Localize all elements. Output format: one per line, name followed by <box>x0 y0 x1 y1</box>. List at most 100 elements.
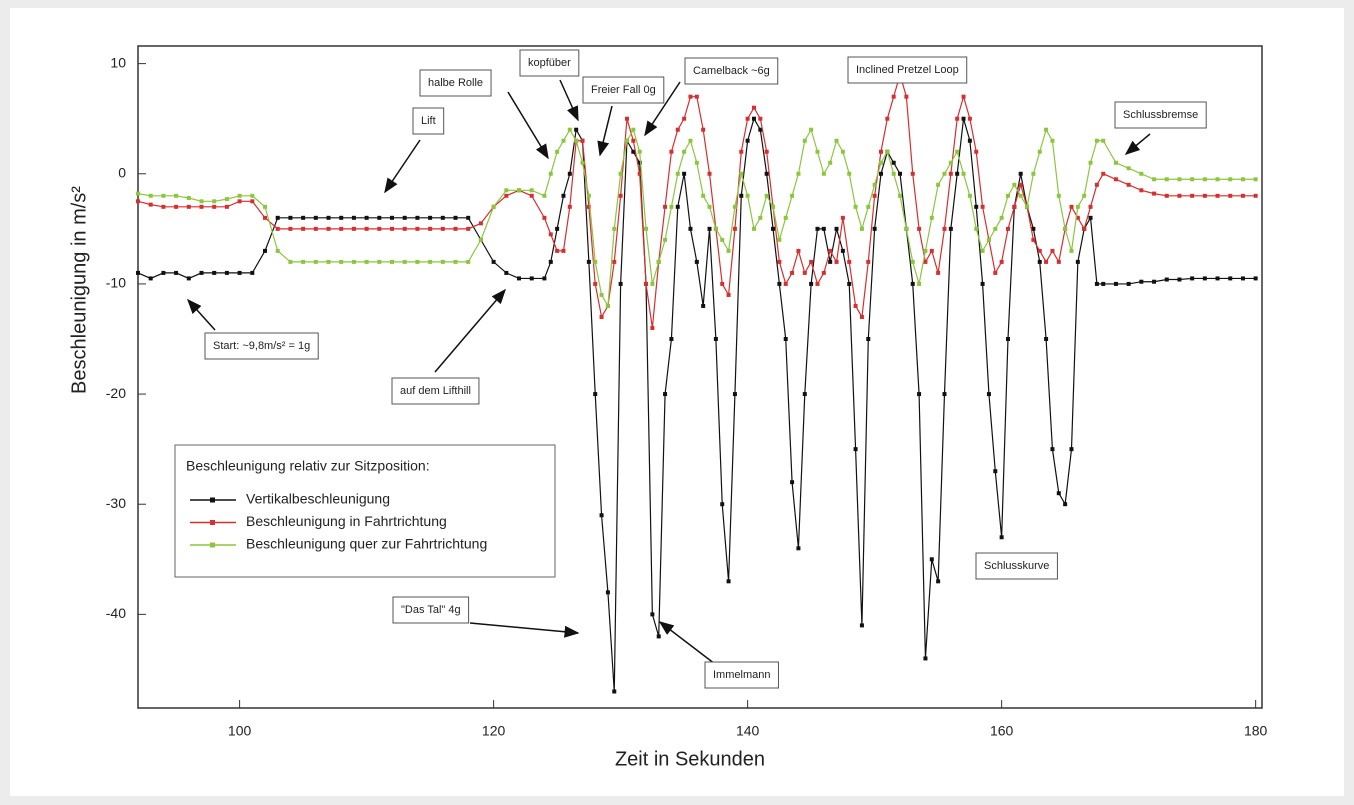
point <box>148 202 153 207</box>
point <box>1056 193 1061 198</box>
point <box>402 259 407 264</box>
point <box>993 469 998 474</box>
point <box>910 171 915 176</box>
point <box>872 182 877 187</box>
legend-box <box>174 444 556 578</box>
point <box>891 171 896 176</box>
point <box>504 188 509 193</box>
point <box>980 248 985 253</box>
point <box>624 116 629 121</box>
point <box>942 226 947 231</box>
point <box>637 160 642 165</box>
point <box>415 226 420 231</box>
annotation-box <box>704 661 779 689</box>
point <box>802 138 807 143</box>
annotation: Schlussbremse <box>1123 109 1198 121</box>
point <box>872 226 877 231</box>
point <box>440 215 445 220</box>
point <box>732 392 737 397</box>
point <box>1228 193 1233 198</box>
point <box>1177 177 1182 182</box>
point <box>1240 177 1245 182</box>
point <box>637 149 642 154</box>
point <box>561 193 566 198</box>
annotation-arrow <box>1124 133 1151 155</box>
point <box>1075 215 1080 220</box>
point <box>980 281 985 286</box>
point <box>1215 276 1220 281</box>
point <box>986 237 991 242</box>
point <box>1139 188 1144 193</box>
x-tick-label: 160 <box>990 723 1014 739</box>
point <box>783 336 788 341</box>
point <box>713 226 718 231</box>
point <box>1088 160 1093 165</box>
point <box>1190 276 1195 281</box>
point <box>891 160 896 165</box>
point <box>783 215 788 220</box>
annotation-box <box>582 76 665 104</box>
point <box>1005 336 1010 341</box>
point <box>466 215 471 220</box>
point <box>701 193 706 198</box>
x-tick-label: 140 <box>736 723 760 739</box>
point <box>574 138 579 143</box>
point <box>326 259 331 264</box>
point <box>612 689 617 694</box>
point <box>834 226 839 231</box>
point <box>529 188 534 193</box>
point <box>1152 279 1157 284</box>
point <box>745 193 750 198</box>
point <box>631 149 636 154</box>
point <box>377 259 382 264</box>
point <box>961 94 966 99</box>
point <box>275 248 280 253</box>
point <box>955 149 960 154</box>
point <box>586 259 591 264</box>
point <box>866 204 871 209</box>
point <box>1164 177 1169 182</box>
point <box>237 193 242 198</box>
annotation: Immelmann <box>713 669 770 681</box>
point <box>453 226 458 231</box>
point <box>1139 279 1144 284</box>
point <box>790 193 795 198</box>
point <box>688 138 693 143</box>
point <box>967 138 972 143</box>
point <box>688 226 693 231</box>
point <box>1190 177 1195 182</box>
point <box>923 248 928 253</box>
point <box>663 237 668 242</box>
point <box>783 281 788 286</box>
point <box>910 281 915 286</box>
point <box>853 303 858 308</box>
point <box>161 270 166 275</box>
point <box>555 226 560 231</box>
point <box>898 193 903 198</box>
point <box>929 557 934 562</box>
annotation: "Das Tal" 4g <box>401 604 461 616</box>
point <box>1069 248 1074 253</box>
point <box>840 248 845 253</box>
point <box>199 204 204 209</box>
point <box>1082 193 1087 198</box>
point <box>618 171 623 176</box>
point <box>1253 276 1258 281</box>
point <box>675 127 680 132</box>
point <box>796 171 801 176</box>
point <box>948 160 953 165</box>
point <box>263 204 268 209</box>
annotation-arrow <box>384 139 421 194</box>
point <box>402 226 407 231</box>
point <box>1101 171 1106 176</box>
point <box>263 215 268 220</box>
point <box>1056 491 1061 496</box>
point <box>929 248 934 253</box>
point <box>1069 204 1074 209</box>
point <box>821 270 826 275</box>
point <box>656 259 661 264</box>
point <box>777 237 782 242</box>
point <box>148 276 153 281</box>
point <box>599 513 604 518</box>
